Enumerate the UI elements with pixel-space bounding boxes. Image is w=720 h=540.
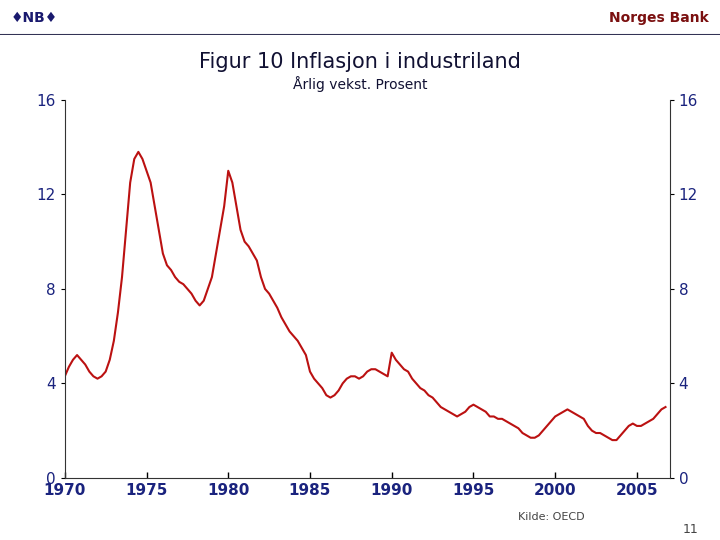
Text: Kilde: OECD: Kilde: OECD (518, 512, 585, 522)
Text: Norges Bank: Norges Bank (609, 11, 709, 25)
Text: Årlig vekst. Prosent: Årlig vekst. Prosent (293, 76, 427, 92)
Text: ♦NB♦: ♦NB♦ (11, 11, 58, 25)
Text: 11: 11 (683, 523, 698, 536)
Text: Figur 10 Inflasjon i industriland: Figur 10 Inflasjon i industriland (199, 52, 521, 72)
